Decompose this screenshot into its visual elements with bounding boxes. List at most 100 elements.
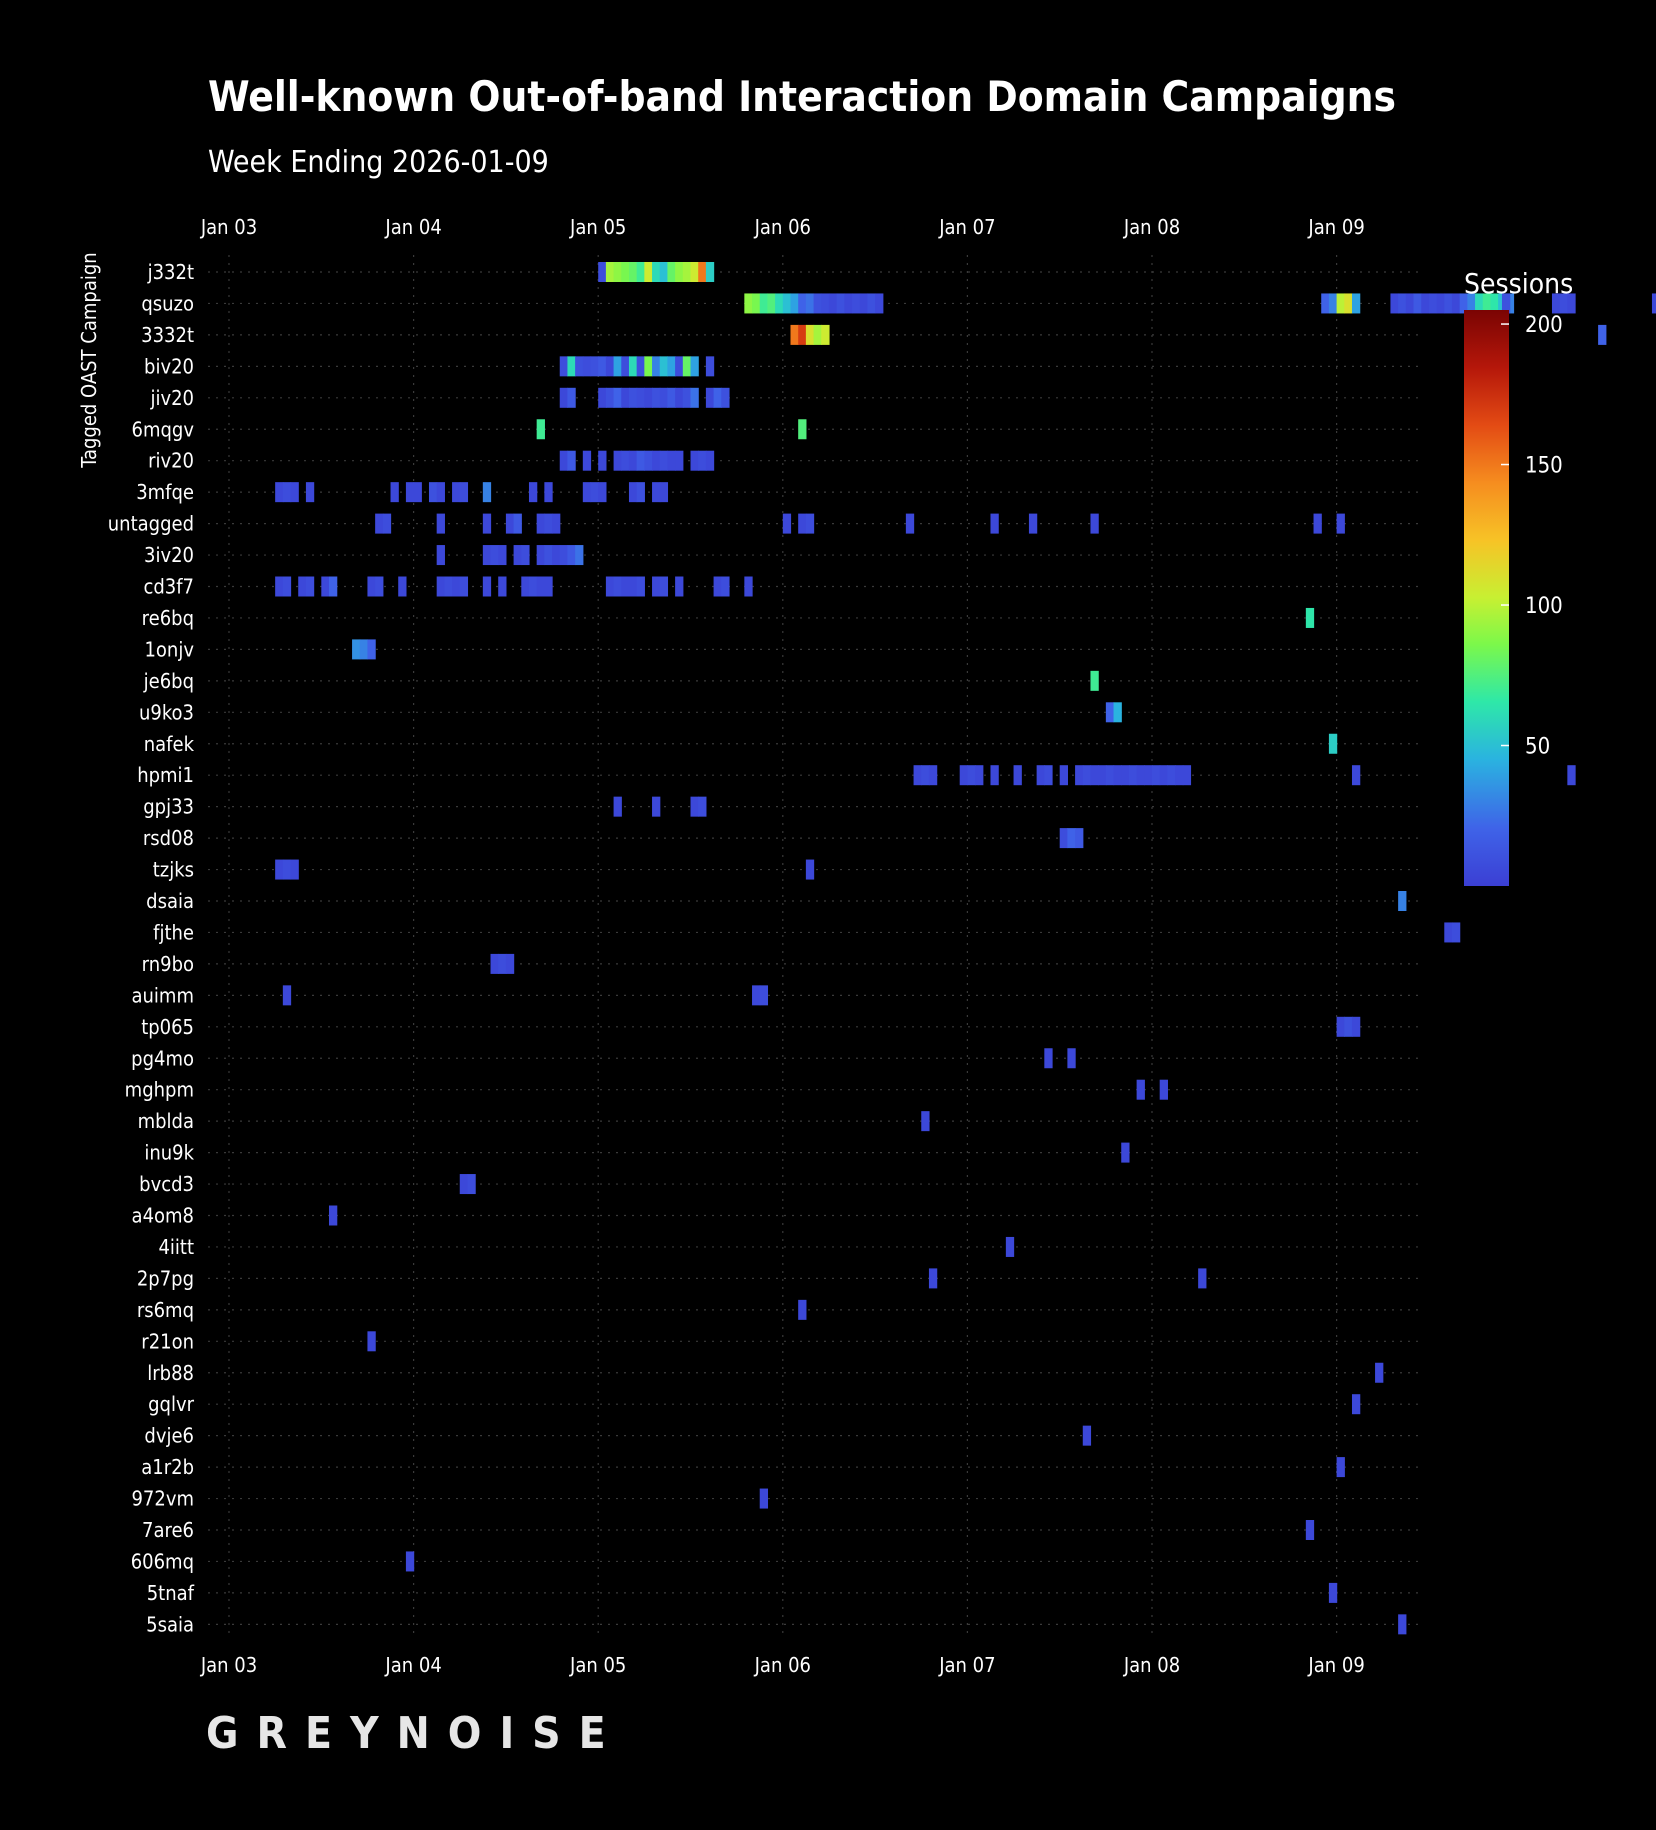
heatmap-cell bbox=[452, 482, 461, 503]
heatmap-cell bbox=[698, 796, 707, 817]
y-tick-label: r21on bbox=[141, 1329, 194, 1353]
heatmap-cell bbox=[852, 293, 861, 314]
heatmap-cell bbox=[459, 482, 469, 503]
y-tick-label: riv20 bbox=[148, 449, 194, 473]
heatmap-cell bbox=[1028, 513, 1038, 534]
heatmap-cell bbox=[1398, 891, 1407, 911]
y-tick-label: pg4mo bbox=[131, 1046, 194, 1070]
heatmap-cell bbox=[559, 387, 569, 408]
heatmap-cell bbox=[490, 545, 499, 566]
heatmap-cell bbox=[1013, 765, 1022, 786]
heatmap-cell bbox=[813, 293, 822, 314]
heatmap-cell bbox=[690, 796, 699, 817]
heatmap-cell bbox=[1444, 922, 1453, 943]
heatmap-cell bbox=[1305, 607, 1315, 628]
heatmap-cell bbox=[828, 293, 838, 314]
heatmap-cell bbox=[575, 356, 584, 377]
heatmap-cell bbox=[605, 387, 615, 408]
heatmap-cell bbox=[1375, 1362, 1384, 1383]
heatmap-cell bbox=[628, 262, 638, 282]
heatmap-cell bbox=[436, 545, 445, 566]
heatmap-cell bbox=[705, 450, 715, 471]
y-tick-label: mghpm bbox=[125, 1078, 194, 1102]
heatmap-cell bbox=[367, 1331, 376, 1352]
grid-lines bbox=[208, 255, 1418, 1635]
heatmap-cell bbox=[805, 293, 815, 314]
heatmap-cell bbox=[821, 324, 830, 345]
y-tick-label: jiv20 bbox=[149, 386, 194, 410]
heatmap-cell bbox=[1651, 293, 1656, 314]
heatmap-cell bbox=[690, 356, 699, 377]
heatmap-cell bbox=[675, 262, 684, 282]
heatmap-cell bbox=[1328, 293, 1338, 314]
brand-logo: GREYNOISE bbox=[206, 1708, 624, 1759]
colorbar-tick-label: 200 bbox=[1525, 313, 1563, 338]
heatmap-cell bbox=[1336, 1016, 1345, 1037]
heatmap-cell bbox=[1044, 765, 1053, 786]
heatmap-cell bbox=[744, 293, 753, 314]
heatmap-cell bbox=[628, 482, 638, 503]
heatmap-cell bbox=[667, 387, 676, 408]
heatmap-cells bbox=[275, 262, 1656, 1635]
heatmap-cell bbox=[659, 576, 669, 597]
heatmap-cell bbox=[675, 387, 684, 408]
heatmap-cell bbox=[1459, 293, 1468, 314]
y-tick-label: untagged bbox=[108, 512, 194, 536]
heatmap-cell bbox=[428, 482, 438, 503]
y-tick-label: 6mqgv bbox=[132, 417, 195, 441]
x-tick-label-bottom: Jan 03 bbox=[200, 1653, 257, 1677]
heatmap-cell bbox=[928, 765, 938, 786]
heatmap-cell bbox=[367, 639, 376, 660]
y-tick-label: dsaia bbox=[146, 889, 194, 913]
y-tick-label: hpmi1 bbox=[137, 763, 194, 787]
heatmap-cell bbox=[1152, 765, 1161, 786]
heatmap-cell bbox=[1398, 1614, 1407, 1635]
heatmap-cell bbox=[667, 262, 676, 282]
heatmap-cell bbox=[436, 576, 445, 597]
heatmap-cell bbox=[536, 545, 545, 566]
heatmap-cell bbox=[1105, 702, 1115, 723]
heatmap-cell bbox=[1413, 293, 1422, 314]
heatmap-cell bbox=[659, 450, 669, 471]
heatmap-cell bbox=[505, 513, 515, 534]
heatmap-cell bbox=[513, 545, 522, 566]
heatmap-cell bbox=[675, 356, 684, 377]
y-tick-label: 7are6 bbox=[142, 1518, 194, 1542]
heatmap-cell bbox=[1321, 293, 1330, 314]
heatmap-cell bbox=[482, 576, 492, 597]
heatmap-cell bbox=[282, 576, 292, 597]
heatmap-cell bbox=[1451, 922, 1461, 943]
heatmap-cell bbox=[675, 576, 684, 597]
heatmap-cell bbox=[644, 450, 653, 471]
y-tick-label: dvje6 bbox=[144, 1424, 194, 1448]
heatmap-cell bbox=[1313, 513, 1322, 534]
heatmap-cell bbox=[698, 450, 707, 471]
heatmap-cell bbox=[382, 513, 392, 534]
heatmap-cell bbox=[652, 450, 661, 471]
heatmap-cell bbox=[1305, 1520, 1315, 1540]
heatmap-cell bbox=[1082, 765, 1092, 786]
heatmap-cell bbox=[352, 639, 361, 660]
heatmap-cell bbox=[359, 639, 369, 660]
y-tick-label: nafek bbox=[144, 732, 195, 756]
heatmap-cell bbox=[659, 482, 669, 503]
heatmap-cell bbox=[628, 356, 638, 377]
x-tick-label-bottom: Jan 06 bbox=[754, 1653, 811, 1677]
heatmap-cell bbox=[1075, 765, 1084, 786]
heatmap-cell bbox=[1390, 293, 1399, 314]
heatmap-cell bbox=[1121, 765, 1130, 786]
y-tick-label: inu9k bbox=[144, 1141, 194, 1165]
heatmap-cell bbox=[375, 576, 384, 597]
heatmap-cell bbox=[636, 482, 645, 503]
heatmap-cell bbox=[413, 482, 422, 503]
heatmap-cell bbox=[1467, 293, 1476, 314]
x-tick-label-top: Jan 05 bbox=[569, 215, 626, 239]
heatmap-cell bbox=[1090, 670, 1099, 691]
heatmap-cell bbox=[521, 576, 530, 597]
heatmap-cell bbox=[1351, 765, 1361, 786]
chart-title: Well-known Out-of-band Interaction Domai… bbox=[208, 72, 1396, 121]
heatmap-cell bbox=[621, 356, 630, 377]
heatmap-cell bbox=[590, 356, 599, 377]
y-tick-label: tp065 bbox=[141, 1015, 194, 1039]
heatmap-cell bbox=[1167, 765, 1176, 786]
